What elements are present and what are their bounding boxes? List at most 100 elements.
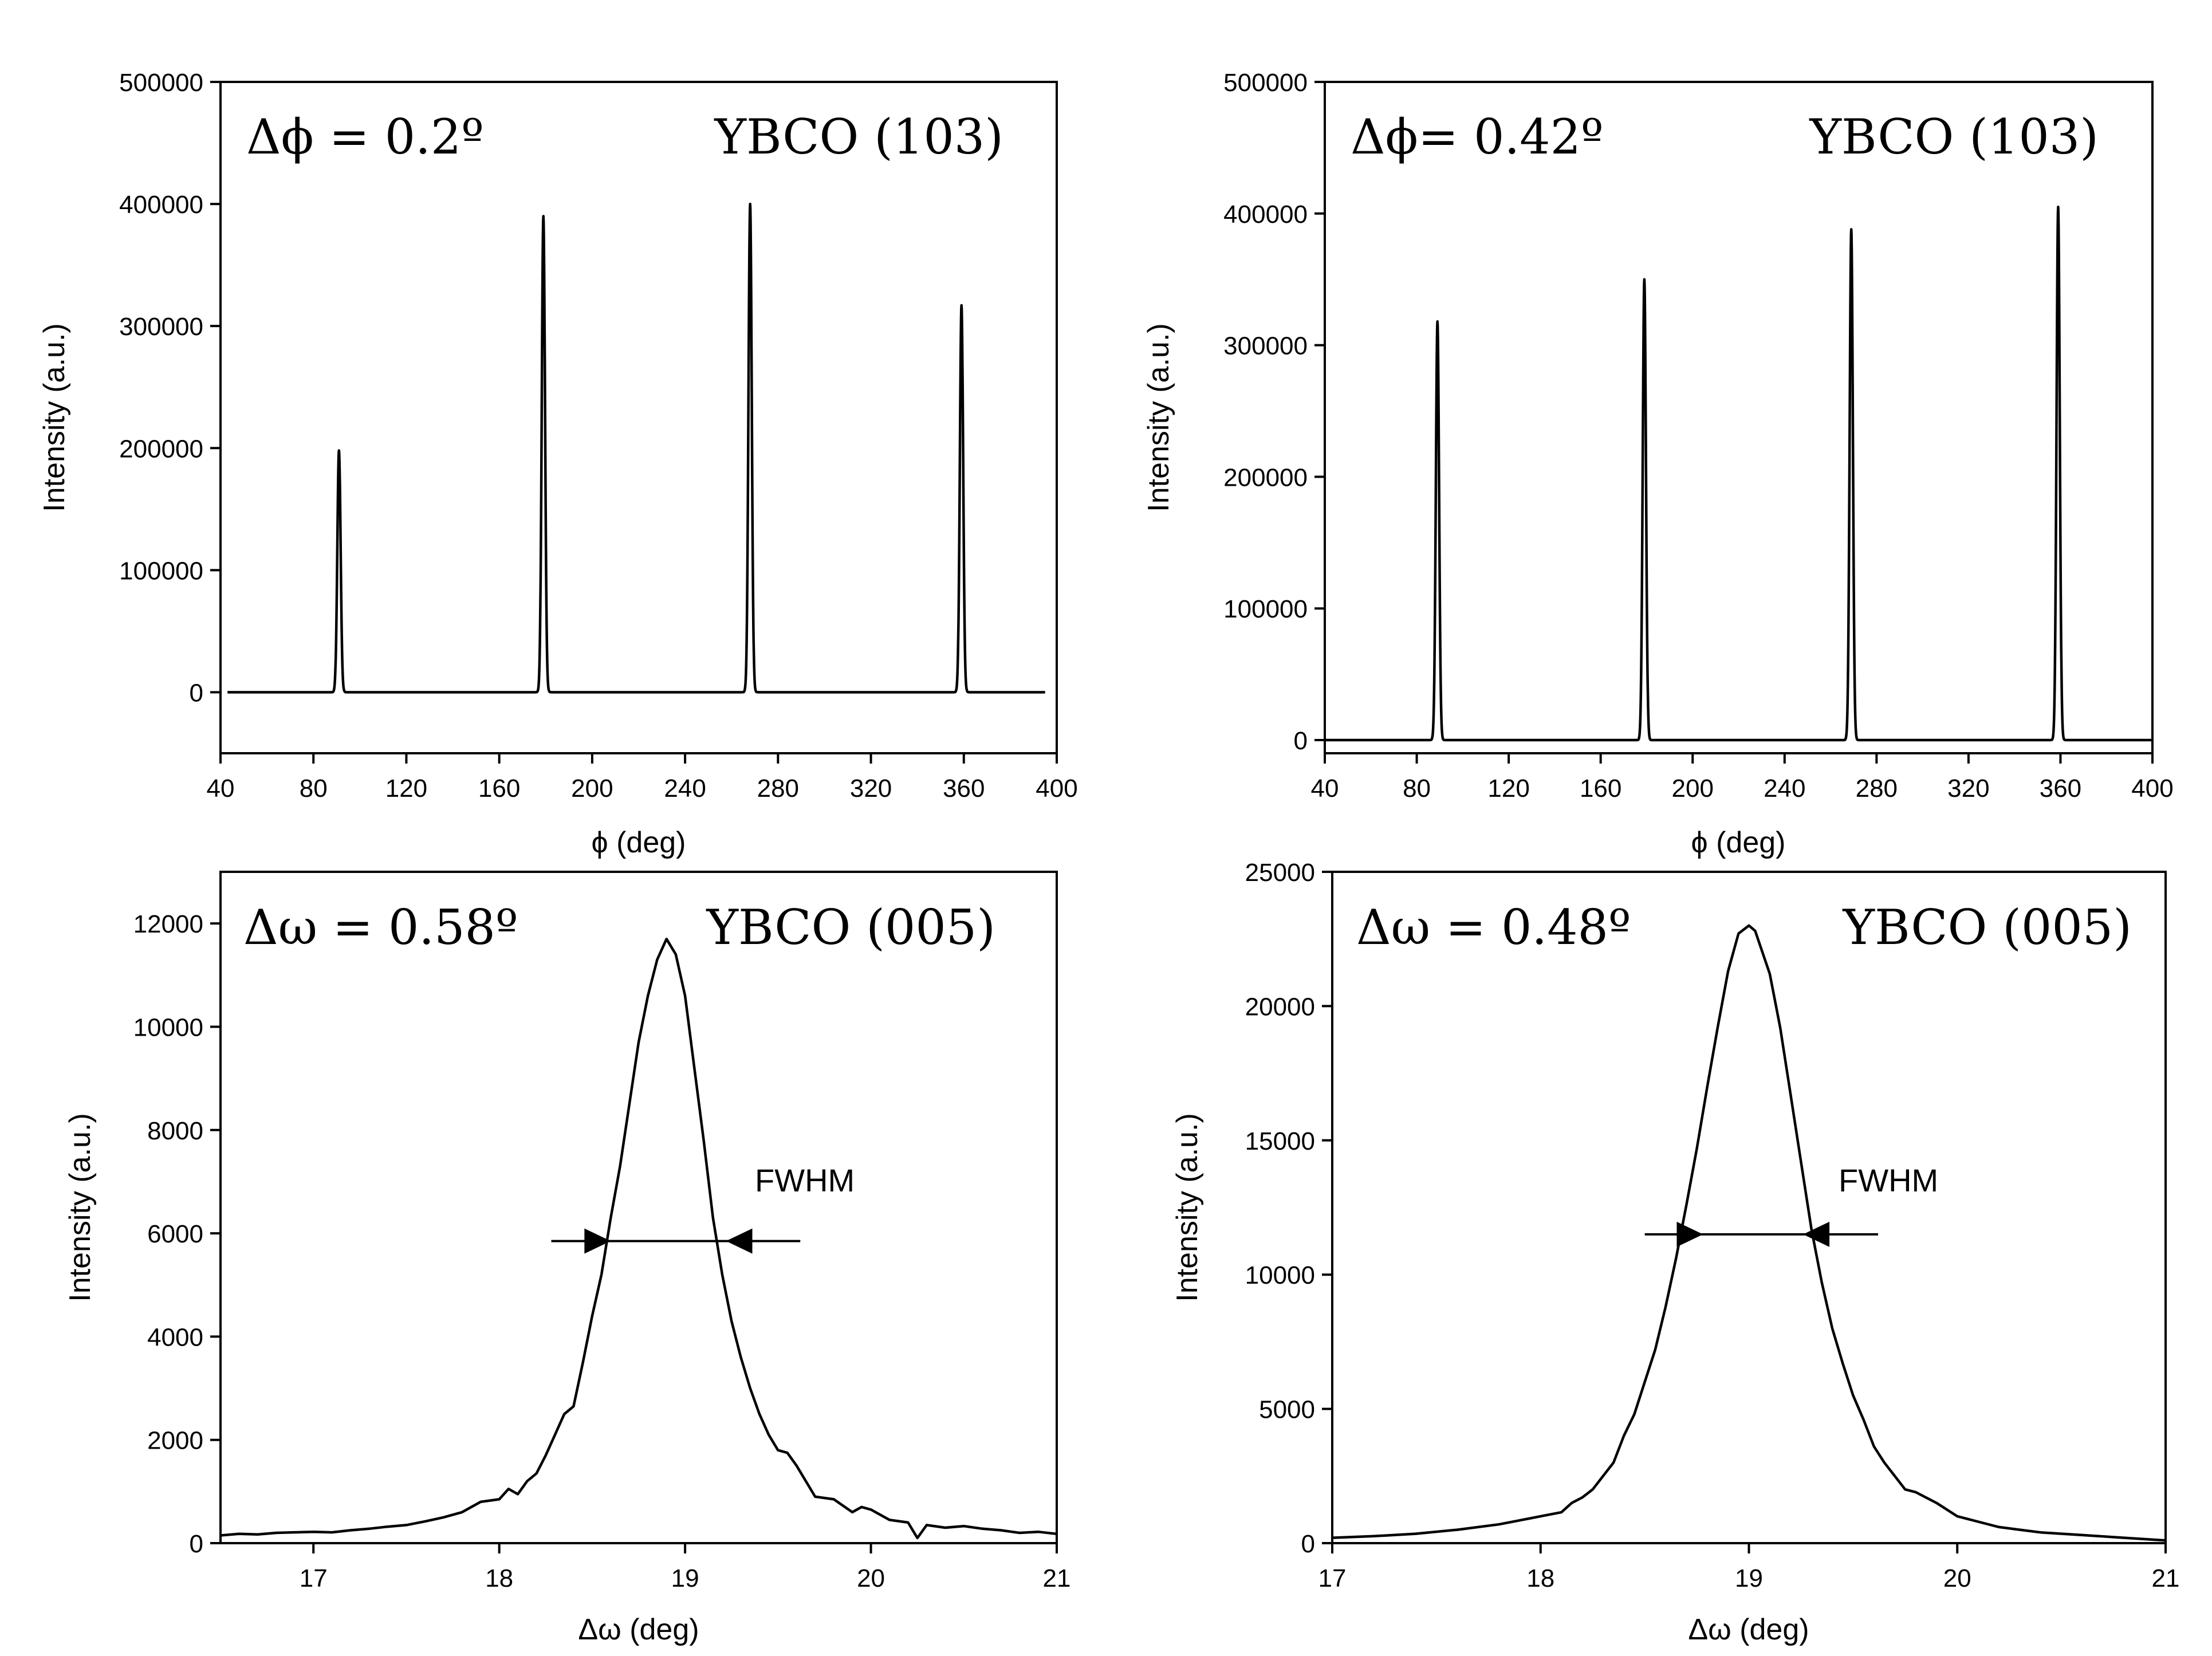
delta-omega-annotation: Δω = 0.58º <box>243 899 518 955</box>
fwhm-right-arrow <box>1803 1221 1830 1247</box>
x-tick-label: 280 <box>1856 774 1898 803</box>
x-axis: 40 80 120 160 200 240 280 320 360 400 <box>1311 753 2174 803</box>
x-tick-label: 80 <box>1403 774 1431 803</box>
x-tick-label: 240 <box>664 774 706 803</box>
y-tick-label: 10000 <box>133 1013 203 1041</box>
x-tick-label: 17 <box>300 1564 328 1592</box>
y-tick-label: 300000 <box>1223 332 1308 360</box>
x-axis-label: ϕ (deg) <box>592 826 686 859</box>
x-axis-label: ϕ (deg) <box>1691 826 1786 859</box>
y-tick-label: 5000 <box>1259 1396 1315 1424</box>
plot-frame <box>1324 81 2154 754</box>
ybco-label: YBCO (005) <box>1843 899 2132 955</box>
fwhm-marker <box>551 1228 801 1254</box>
y-tick-label: 10000 <box>1245 1261 1315 1289</box>
x-axis: 40 80 120 160 200 240 280 320 360 400 <box>207 753 1078 803</box>
y-tick-label: 25000 <box>1245 859 1315 887</box>
x-tick-label: 400 <box>2131 774 2173 803</box>
y-tick-label: 100000 <box>1223 595 1308 623</box>
x-tick-label: 40 <box>207 774 235 803</box>
x-tick-label: 360 <box>2040 774 2081 803</box>
rocking-curve-chart-1: 17 18 19 20 21 0 2000 4000 6000 8000 10000 12000 Δ… <box>64 871 1071 1646</box>
ybco-label: YBCO (005) <box>706 899 995 955</box>
y-tick-label: 0 <box>1294 727 1308 755</box>
series-line <box>220 937 1057 1540</box>
y-tick-label: 500000 <box>1223 69 1308 97</box>
y-tick-label: 8000 <box>147 1117 203 1145</box>
y-axis: 0 100000 200000 300000 400000 500000 <box>1223 69 1325 755</box>
x-tick-label: 20 <box>1943 1564 1971 1592</box>
y-axis: 0 5000 10000 15000 20000 25000 <box>1245 859 1332 1558</box>
y-axis-label: Intensity (a.u.) <box>64 1113 97 1301</box>
fwhm-label: FWHM <box>1839 1162 1938 1198</box>
y-tick-label: 12000 <box>133 910 203 938</box>
x-tick-label: 160 <box>478 774 520 803</box>
y-tick-label: 15000 <box>1245 1127 1315 1155</box>
y-tick-label: 200000 <box>119 435 203 463</box>
x-tick-label: 19 <box>671 1564 699 1592</box>
y-axis-label: Intensity (a.u.) <box>1142 323 1175 512</box>
x-tick-label: 120 <box>385 774 427 803</box>
x-tick-label: 19 <box>1735 1564 1763 1592</box>
y-tick-label: 300000 <box>119 313 203 341</box>
y-tick-label: 4000 <box>147 1323 203 1351</box>
y-tick-label: 0 <box>1301 1530 1315 1558</box>
x-tick-label: 200 <box>571 774 613 803</box>
series-line <box>226 202 1046 694</box>
y-tick-label: 0 <box>190 1530 203 1558</box>
x-tick-label: 40 <box>1311 774 1339 803</box>
fwhm-label: FWHM <box>755 1162 855 1198</box>
x-tick-label: 18 <box>1526 1564 1554 1592</box>
x-tick-label: 18 <box>485 1564 513 1592</box>
y-axis: 0 100000 200000 300000 400000 500000 <box>119 69 221 707</box>
ybco-label: YBCO (103) <box>1809 109 2099 165</box>
y-tick-label: 20000 <box>1245 993 1315 1021</box>
x-axis-label: Δω (deg) <box>578 1613 699 1646</box>
x-tick-label: 20 <box>857 1564 885 1592</box>
x-axis-label: Δω (deg) <box>1688 1613 1809 1646</box>
x-tick-label: 21 <box>1043 1564 1071 1592</box>
x-tick-label: 80 <box>300 774 328 803</box>
series-line <box>1324 206 2154 742</box>
x-tick-label: 17 <box>1318 1564 1347 1592</box>
fwhm-right-arrow <box>726 1228 753 1254</box>
y-axis-label: Intensity (a.u.) <box>1171 1113 1204 1301</box>
y-tick-label: 0 <box>190 679 203 707</box>
x-tick-label: 320 <box>850 774 892 803</box>
delta-omega-annotation: Δω = 0.48º <box>1356 899 1631 955</box>
y-tick-label: 400000 <box>119 191 203 219</box>
x-tick-label: 400 <box>1036 774 1077 803</box>
x-tick-label: 120 <box>1487 774 1529 803</box>
series-line <box>1332 924 2166 1542</box>
plot-frame <box>219 81 1058 754</box>
y-tick-label: 400000 <box>1223 200 1308 229</box>
y-tick-label: 200000 <box>1223 463 1308 491</box>
ybco-label: YBCO (103) <box>714 109 1003 165</box>
phi-scan-chart-2: 40 80 120 160 200 240 280 320 360 400 0 100000 2000… <box>1142 69 2174 859</box>
x-tick-label: 360 <box>943 774 985 803</box>
plot-frame <box>219 871 1058 1544</box>
y-tick-label: 6000 <box>147 1220 203 1248</box>
delta-phi-annotation: Δϕ= 0.42º <box>1351 109 1604 165</box>
fwhm-marker <box>1644 1221 1879 1247</box>
fwhm-left-arrow <box>584 1228 611 1254</box>
x-axis: 17 18 19 20 21 <box>300 1543 1071 1592</box>
phi-scan-chart-1: 40 80 120 160 200 240 280 320 360 400 0 100000 2000… <box>38 69 1078 859</box>
x-tick-label: 160 <box>1580 774 1621 803</box>
delta-phi-annotation: Δϕ = 0.2º <box>246 109 484 165</box>
x-tick-label: 320 <box>1947 774 1989 803</box>
y-axis-label: Intensity (a.u.) <box>38 323 71 512</box>
x-axis: 17 18 19 20 21 <box>1318 1543 2180 1592</box>
y-axis: 0 2000 4000 6000 8000 10000 12000 <box>133 910 221 1558</box>
x-tick-label: 200 <box>1672 774 1714 803</box>
rocking-curve-chart-2: 17 18 19 20 21 0 5000 10000 15000 20000 25000 Δω … <box>1171 859 2179 1646</box>
fwhm-left-arrow <box>1676 1221 1703 1247</box>
y-tick-label: 100000 <box>119 557 203 585</box>
x-tick-label: 240 <box>1764 774 1805 803</box>
x-tick-label: 21 <box>2152 1564 2180 1592</box>
y-tick-label: 2000 <box>147 1427 203 1455</box>
y-tick-label: 500000 <box>119 69 203 97</box>
x-tick-label: 280 <box>757 774 799 803</box>
plot-frame <box>1331 871 2167 1544</box>
